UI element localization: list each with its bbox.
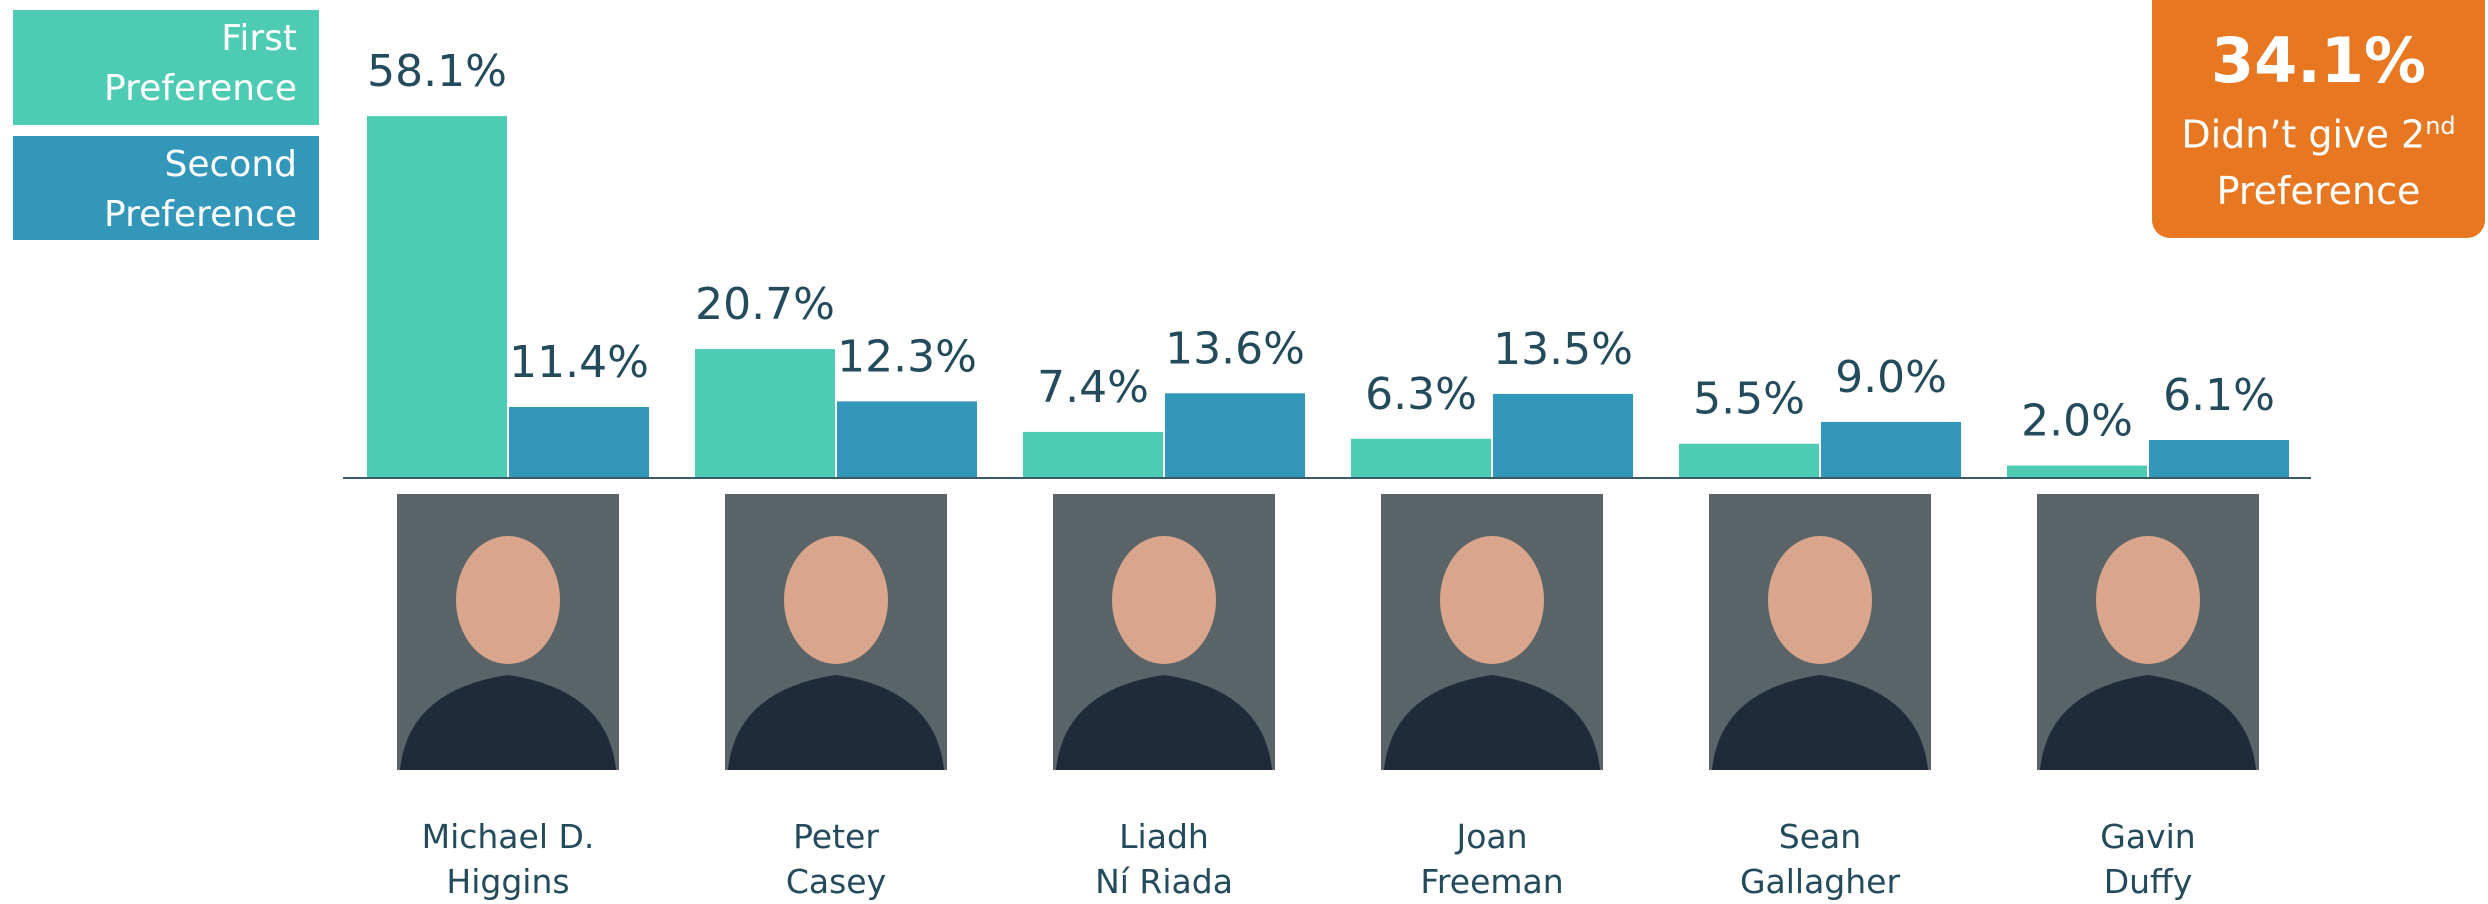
candidate-photo — [725, 494, 947, 770]
bar — [367, 116, 507, 478]
callout-headline: 34.1% — [2152, 0, 2485, 98]
candidate-photo — [397, 494, 619, 770]
data-label: 9.0% — [1835, 352, 1947, 403]
bar — [1351, 439, 1491, 478]
data-label: 11.4% — [509, 337, 649, 388]
callout-superscript: nd — [2425, 112, 2455, 140]
candidate-name: Liadh Ní Riada — [1014, 814, 1314, 904]
photo-head — [456, 536, 560, 664]
bar — [2007, 466, 2147, 478]
data-label: 2.0% — [2021, 396, 2133, 447]
callout-text: Didn’t give 2nd Preference — [2152, 98, 2485, 219]
page: 58.1% 11.4% 20.7%12.3% 7.4% 13.6% 6.3% 13.5% 5.… — [0, 0, 2488, 900]
data-label: 12.3% — [837, 331, 977, 382]
bar — [1493, 394, 1633, 478]
callout-text-part: Didn’t give 2 — [2181, 113, 2425, 157]
photo-head — [1768, 536, 1872, 664]
photo-head — [1440, 536, 1544, 664]
data-label: 13.5% — [1493, 324, 1633, 375]
photo-head — [1112, 536, 1216, 664]
data-label: 58.1% — [367, 46, 507, 97]
candidate-name: Joan Freeman — [1342, 814, 1642, 904]
data-label: 6.1% — [2163, 370, 2275, 421]
bar — [837, 401, 977, 478]
legend-entry: Second Preference — [13, 136, 319, 240]
data-label: 7.4% — [1037, 362, 1149, 413]
candidate-name: Sean Gallagher — [1670, 814, 1970, 904]
callout: 34.1% Didn’t give 2nd Preference — [2152, 0, 2485, 238]
bar — [2149, 440, 2289, 478]
data-label: 6.3% — [1365, 369, 1477, 420]
bar — [1821, 422, 1961, 478]
data-label: 20.7% — [695, 279, 835, 330]
candidate-photo — [2037, 494, 2259, 770]
candidate-photo — [1709, 494, 1931, 770]
candidate-name: Michael D. Higgins — [358, 814, 658, 904]
candidate-name: Peter Casey — [686, 814, 986, 904]
data-label: 5.5% — [1693, 374, 1805, 425]
bar — [1679, 444, 1819, 478]
bar — [1165, 393, 1305, 478]
callout-text-part: Preference — [2217, 169, 2421, 213]
candidate-photo — [1053, 494, 1275, 770]
photo-head — [2096, 536, 2200, 664]
data-label: 13.6% — [1165, 323, 1305, 374]
candidate-name: Gavin Duffy — [1998, 814, 2298, 904]
bar — [509, 407, 649, 478]
chart: 58.1% 11.4% 20.7%12.3% 7.4% 13.6% 6.3% 13.5% 5.… — [0, 0, 2488, 900]
photo-head — [784, 536, 888, 664]
legend-entry: First Preference — [13, 10, 319, 125]
bar — [695, 349, 835, 478]
bar — [1023, 432, 1163, 478]
candidate-photo — [1381, 494, 1603, 770]
